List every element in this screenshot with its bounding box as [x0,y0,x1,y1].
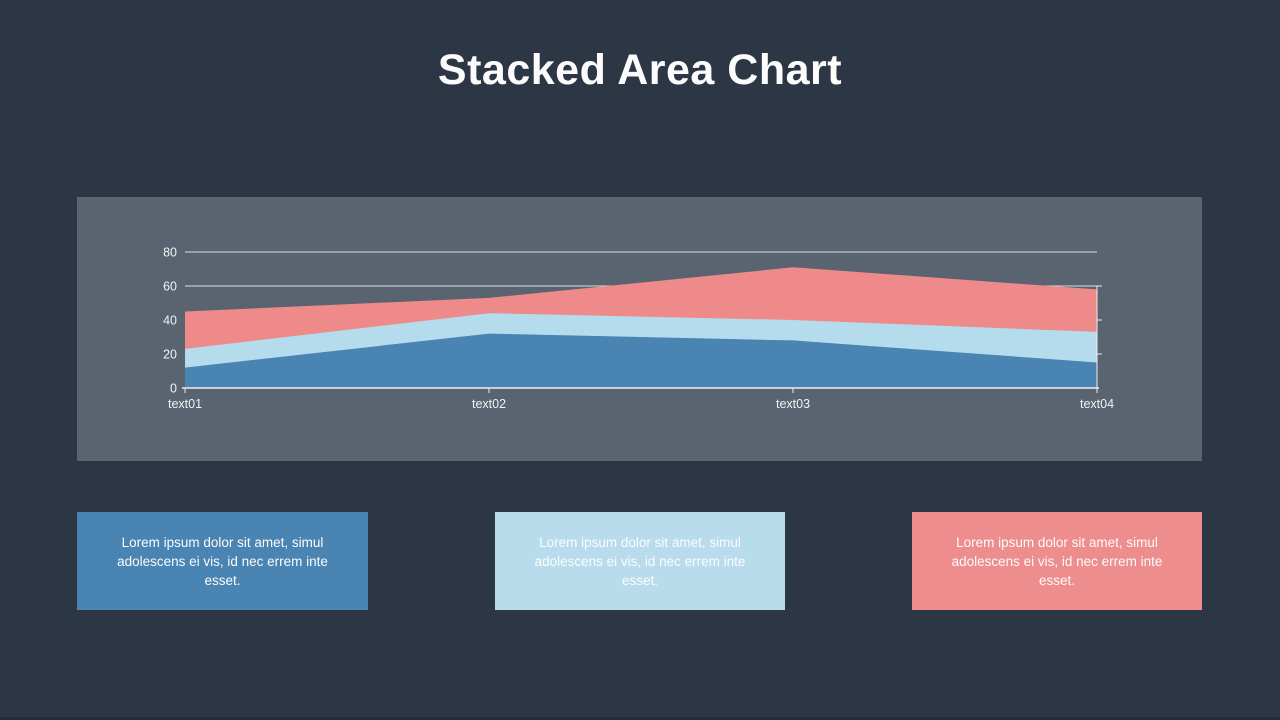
y-tick-label: 60 [163,280,177,294]
info-card-salmon: Lorem ipsum dolor sit amet, simul adoles… [912,512,1202,610]
info-card-text: Lorem ipsum dolor sit amet, simul adoles… [534,534,746,588]
x-tick-label: text03 [776,397,810,411]
info-card-lightblue: Lorem ipsum dolor sit amet, simul adoles… [495,512,785,610]
info-card-text: Lorem ipsum dolor sit amet, simul adoles… [117,534,328,588]
y-tick-label: 0 [170,382,177,396]
footer-accent-bar [0,717,1280,720]
x-tick-label: text01 [168,397,202,411]
x-tick-label: text04 [1080,397,1114,411]
cards-row: Lorem ipsum dolor sit amet, simul adoles… [0,512,1280,610]
page-title: Stacked Area Chart [437,46,843,94]
info-card-blue: Lorem ipsum dolor sit amet, simul adoles… [77,512,368,610]
info-card-text: Lorem ipsum dolor sit amet, simul adoles… [951,534,1163,588]
y-tick-label: 40 [163,314,177,328]
stacked-area-chart-svg: 0 20 40 60 80 text01 text02 text03 text04 [163,246,1114,412]
x-tick-label: text02 [472,397,506,411]
y-tick-label: 20 [163,348,177,362]
y-tick-label: 80 [163,246,177,260]
area-series-1-dark-blue [185,333,1097,388]
chart-panel: 0 20 40 60 80 text01 text02 text03 text04 [77,197,1202,461]
